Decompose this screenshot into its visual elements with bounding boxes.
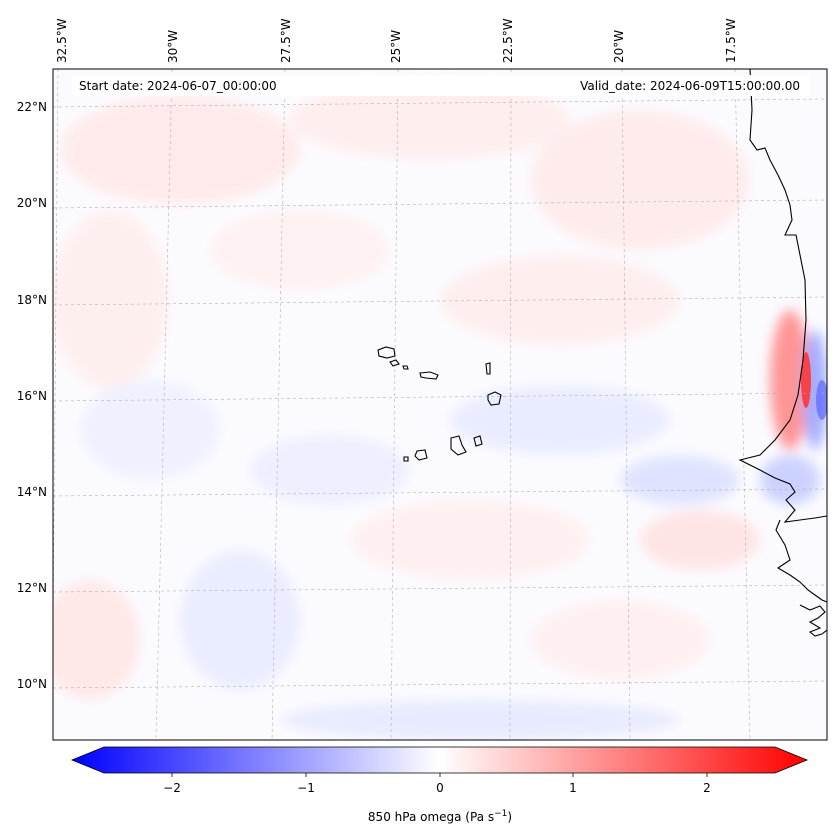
colorbar-tick-neg1: −1 bbox=[297, 781, 315, 795]
africa-coastline bbox=[738, 69, 827, 637]
colorbar-bar bbox=[70, 746, 809, 774]
colorbar-label: 850 hPa omega (Pa s−1) bbox=[368, 809, 512, 824]
colorbar-tick-2: 2 bbox=[703, 781, 711, 795]
lat-label-12n: 12°N bbox=[17, 581, 47, 595]
colorbar-tick-neg2: −2 bbox=[163, 781, 181, 795]
colorbar-ticks bbox=[171, 773, 708, 777]
valid-date-label: Valid_date: 2024-06-09T15:00:00.00 bbox=[580, 79, 800, 93]
cape-verde-islands bbox=[377, 346, 502, 462]
longitude-labels: 32.5°W 30°W 27.5°W 25°W 22.5°W 20°W 17.5… bbox=[55, 18, 738, 63]
colorbar: −2 −1 0 1 2 850 hPa omega (Pa s−1) bbox=[70, 746, 809, 824]
lat-label-10n: 10°N bbox=[17, 677, 47, 691]
lon-label-27-5w: 27.5°W bbox=[279, 18, 293, 63]
start-date-label: Start date: 2024-06-07_00:00:00 bbox=[79, 79, 277, 93]
header-box bbox=[72, 75, 810, 96]
lon-label-32-5w: 32.5°W bbox=[55, 18, 69, 63]
latitude-labels: 22°N 20°N 18°N 16°N 14°N 12°N 10°N bbox=[17, 100, 47, 691]
lon-label-20w: 20°W bbox=[612, 30, 626, 63]
omega-field bbox=[53, 69, 827, 740]
lat-label-16n: 16°N bbox=[17, 389, 47, 403]
lon-label-22-5w: 22.5°W bbox=[501, 18, 515, 63]
lat-label-18n: 18°N bbox=[17, 293, 47, 307]
colorbar-tick-0: 0 bbox=[436, 781, 444, 795]
lon-label-30w: 30°W bbox=[166, 30, 180, 63]
lat-label-22n: 22°N bbox=[17, 100, 47, 114]
colorbar-tick-1: 1 bbox=[569, 781, 577, 795]
graticule bbox=[53, 69, 827, 740]
lat-label-14n: 14°N bbox=[17, 485, 47, 499]
map-panel bbox=[52, 68, 828, 741]
lon-label-17-5w: 17.5°W bbox=[724, 18, 738, 63]
lat-label-20n: 20°N bbox=[17, 196, 47, 210]
lon-label-25w: 25°W bbox=[389, 30, 403, 63]
